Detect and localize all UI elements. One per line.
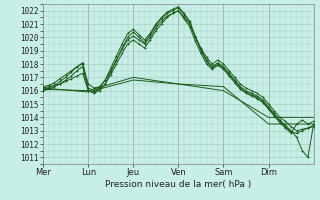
- X-axis label: Pression niveau de la mer( hPa ): Pression niveau de la mer( hPa ): [105, 180, 252, 189]
